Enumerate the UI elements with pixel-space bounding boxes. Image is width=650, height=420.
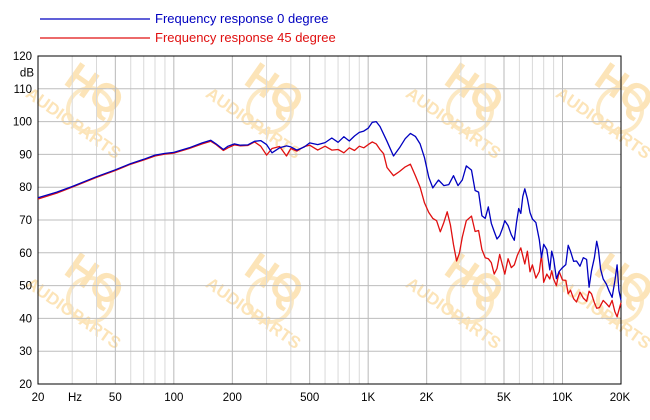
y-tick-label: 80 xyxy=(19,182,32,194)
y-tick-label: 20 xyxy=(19,379,32,391)
y-tick-label: 40 xyxy=(19,313,32,325)
legend-label: Frequency response 45 degree xyxy=(155,30,336,45)
x-axis-label: Hz xyxy=(68,392,82,404)
x-tick-label: 100 xyxy=(164,392,183,404)
y-tick-label: 50 xyxy=(19,281,32,293)
series-lines xyxy=(37,120,622,318)
series-line-1 xyxy=(37,140,622,318)
y-axis-ticks: 20 30 40 50 60 70 80 90 100 110 120 xyxy=(13,51,32,391)
x-tick-label: 50 xyxy=(109,392,122,404)
legend: Frequency response 0 degree Frequency res… xyxy=(40,11,336,45)
x-tick-label: 200 xyxy=(223,392,242,404)
x-tick-label: 20K xyxy=(610,392,631,404)
x-tick-label: 500 xyxy=(300,392,319,404)
legend-label: Frequency response 0 degree xyxy=(155,11,328,26)
y-tick-label: 100 xyxy=(13,117,32,129)
x-tick-label: 2K xyxy=(420,392,434,404)
y-axis-label: dB xyxy=(20,67,34,79)
y-tick-label: 90 xyxy=(19,149,32,161)
y-tick-label: 110 xyxy=(14,84,32,96)
y-tick-label: 60 xyxy=(19,248,32,260)
x-axis-ticks: 20 50 100 200 500 1K 2K 5K 10K 20K xyxy=(32,392,631,404)
x-tick-label: 20 xyxy=(32,392,45,404)
y-tick-label: 70 xyxy=(19,215,32,227)
x-tick-label: 1K xyxy=(361,392,375,404)
y-tick-label: 120 xyxy=(13,51,32,63)
series-line-0 xyxy=(37,120,622,301)
y-tick-label: 30 xyxy=(19,346,32,358)
x-tick-label: 10K xyxy=(552,392,573,404)
x-tick-label: 5K xyxy=(497,392,511,404)
plot-frame xyxy=(37,55,622,385)
